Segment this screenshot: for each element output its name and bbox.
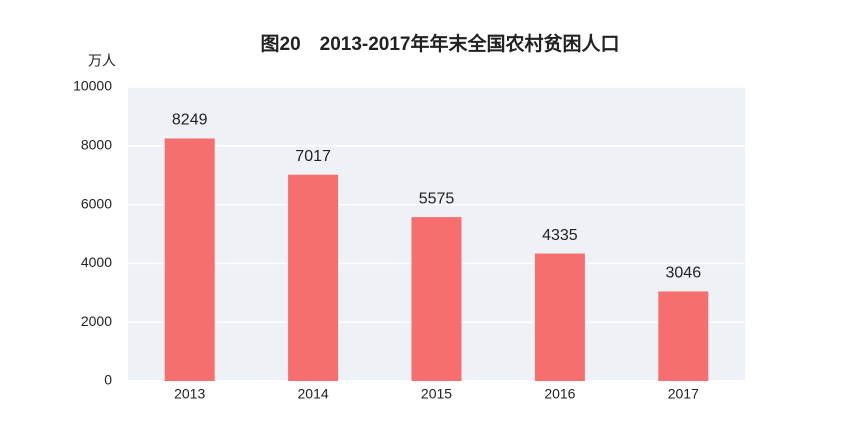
bar <box>288 174 339 381</box>
y-tick-label: 6000 <box>81 195 112 211</box>
y-tick-label: 8000 <box>81 137 112 153</box>
y-tick-label: 0 <box>104 372 112 388</box>
x-tick-label: 2013 <box>174 386 205 402</box>
data-label: 5575 <box>419 190 455 207</box>
x-tick-label: 2015 <box>421 386 452 402</box>
data-label: 3046 <box>666 265 702 282</box>
data-label: 4335 <box>542 227 578 244</box>
data-label: 8249 <box>172 112 208 129</box>
y-axis-label: 万人 <box>88 53 116 69</box>
bar <box>658 291 709 381</box>
x-tick-label: 2016 <box>544 386 575 402</box>
x-tick-label: 2014 <box>298 386 329 402</box>
bar <box>534 253 585 381</box>
y-tick-label: 4000 <box>81 254 112 270</box>
bar <box>411 217 462 381</box>
y-tick-label: 10000 <box>73 78 112 94</box>
x-tick-label: 2017 <box>668 386 699 402</box>
bar <box>164 138 215 381</box>
y-tick-label: 2000 <box>81 313 112 329</box>
chart-title: 图20 2013-2017年年末全国农村贫困人口 <box>261 32 620 55</box>
data-label: 7017 <box>295 148 331 165</box>
